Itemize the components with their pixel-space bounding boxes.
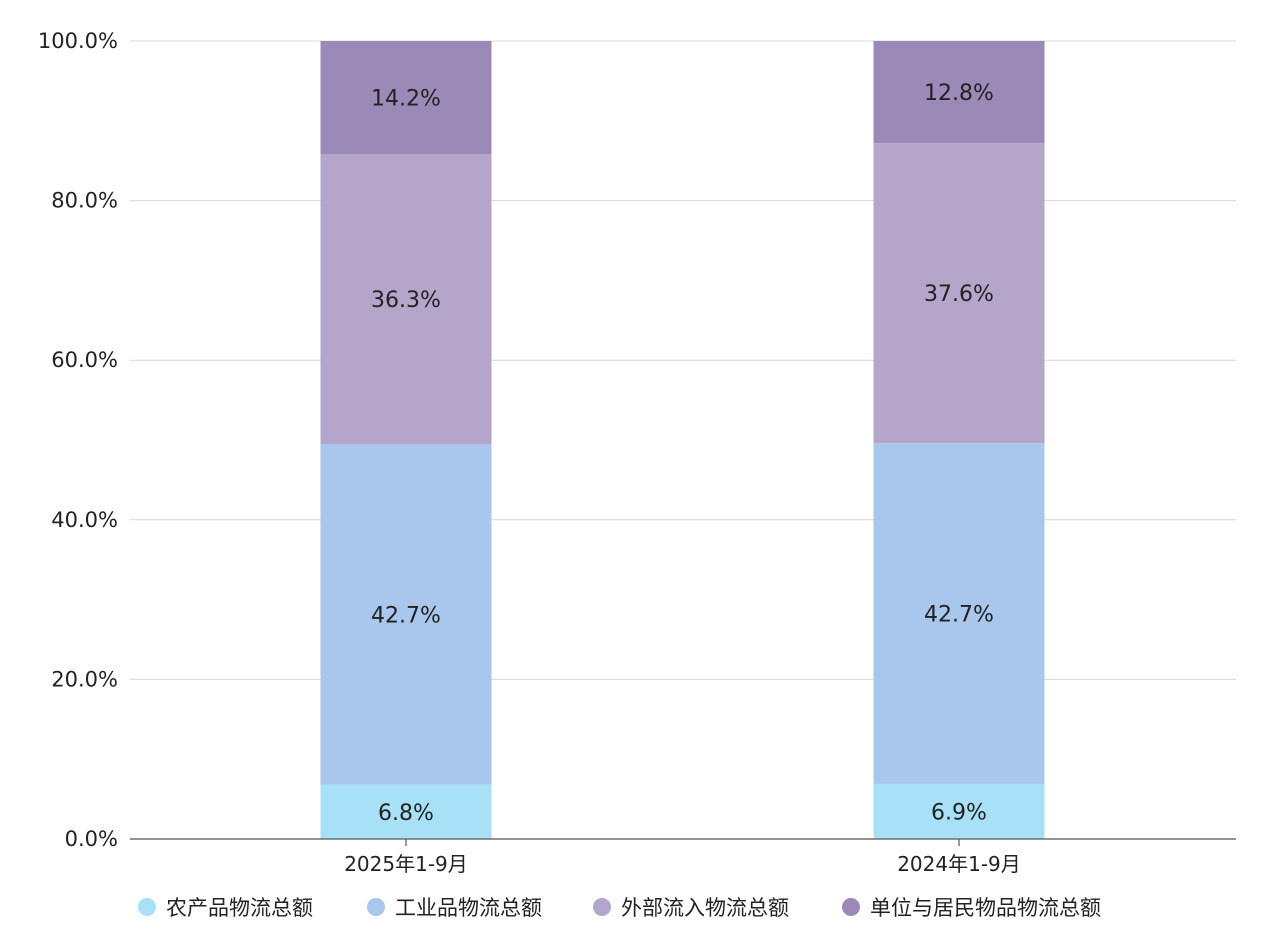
bar-segment (320, 154, 492, 444)
x-tick-label: 2025年1-9月 (344, 852, 468, 876)
y-axis-ticks: 0.0% 20.0% 40.0% 60.0% 80.0% 100.0% (38, 29, 118, 851)
y-tick-label: 60.0% (51, 348, 118, 372)
y-tick-label: 100.0% (38, 29, 118, 53)
y-tick-label: 40.0% (51, 508, 118, 532)
data-label: 6.9% (931, 800, 987, 825)
data-label: 36.3% (371, 288, 441, 313)
bar-segment (320, 784, 492, 839)
legend-label: 单位与居民物品物流总额 (870, 896, 1101, 920)
bars: 6.8% 42.7% 36.3% 14.2% 6.9% 42.7% 37.6% 12.8% (320, 41, 1045, 839)
data-label: 37.6% (924, 282, 994, 307)
bar-segment (873, 41, 1045, 144)
data-label: 6.8% (378, 801, 434, 826)
y-tick-label: 20.0% (51, 667, 118, 691)
legend-label: 农产品物流总额 (166, 896, 313, 920)
y-tick-label: 0.0% (65, 827, 118, 851)
legend-swatch (367, 898, 385, 916)
x-tick-label: 2024年1-9月 (897, 852, 1021, 876)
y-tick-label: 80.0% (51, 189, 118, 213)
legend-swatch (138, 898, 156, 916)
legend: 农产品物流总额 工业品物流总额 外部流入物流总额 单位与居民物品物流总额 (138, 896, 1101, 920)
gridlines (130, 40, 1236, 680)
bar-segment (320, 443, 492, 785)
bar-segment (873, 783, 1045, 839)
data-label: 42.7% (924, 603, 994, 628)
legend-swatch (593, 898, 611, 916)
x-axis: 2025年1-9月 2024年1-9月 (130, 838, 1236, 876)
legend-label: 工业品物流总额 (395, 896, 542, 920)
legend-swatch (842, 898, 860, 916)
bar-segment (320, 41, 492, 155)
data-label: 12.8% (924, 81, 994, 106)
bar-segment (873, 443, 1045, 784)
legend-label: 外部流入物流总额 (621, 896, 789, 920)
bar-segment (873, 143, 1045, 444)
data-label: 42.7% (371, 603, 441, 628)
data-label: 14.2% (371, 87, 441, 112)
